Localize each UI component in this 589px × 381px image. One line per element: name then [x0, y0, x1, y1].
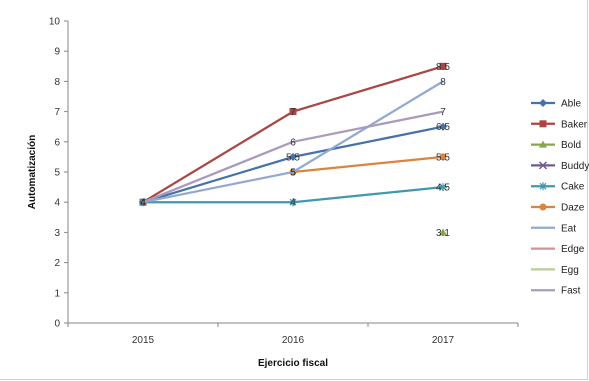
legend: Able Baker Bold Buddy Cake Daze Eat Edge Egg Fast — [531, 99, 589, 297]
x-axis-title: Ejercicio fiscal — [258, 358, 328, 369]
data-label-fast: 7 — [440, 107, 446, 118]
legend-label-egg: Egg — [561, 265, 579, 276]
data-label-daze: 5.5 — [436, 152, 450, 163]
x-tick-label: 2015 — [132, 335, 155, 346]
y-tick-label: 3 — [54, 228, 60, 239]
x-tick-label: 2017 — [432, 335, 455, 346]
data-point-baker — [439, 62, 447, 70]
y-tick-label: 4 — [54, 198, 60, 209]
legend-label-cake: Cake — [561, 182, 585, 193]
data-label-able: 5.5 — [286, 152, 300, 163]
legend-marker-cake — [539, 182, 547, 191]
data-point-cake — [439, 183, 447, 192]
y-tick-label: 0 — [54, 319, 60, 330]
y-axis-title: Automatización — [27, 135, 38, 209]
data-label-eat: 5 — [290, 168, 296, 179]
data-label-eat: 8 — [440, 77, 446, 88]
series-line-fast — [142, 110, 444, 204]
legend-label-fast: Fast — [561, 286, 581, 297]
series-line-eat — [142, 80, 444, 204]
data-label-baker: 4 — [140, 198, 146, 209]
legend-marker-able — [539, 99, 547, 107]
data-point-cake — [289, 198, 297, 207]
data-label-baker: 8.5 — [436, 62, 450, 73]
series-line-daze — [292, 155, 444, 174]
data-label-baker: 7 — [290, 107, 296, 118]
data-label-able: 4 — [140, 198, 146, 209]
data-label-fast: 4 — [140, 198, 146, 209]
series-lines — [139, 62, 447, 236]
y-tick-label: 9 — [54, 47, 60, 58]
legend-label-baker: Baker — [561, 119, 588, 130]
data-label-daze: 5 — [290, 168, 296, 179]
legend-marker-buddy — [538, 161, 548, 170]
legend-label-buddy: Buddy — [561, 161, 589, 172]
series-line-baker — [142, 65, 444, 204]
x-tick-label: 2016 — [282, 335, 305, 346]
y-tick-label: 7 — [54, 107, 60, 118]
legend-marker-baker — [539, 120, 547, 128]
y-tick-label: 10 — [49, 17, 61, 28]
data-label-fast: 6 — [290, 137, 296, 148]
y-tick-label: 2 — [54, 258, 60, 269]
legend-marker-bold — [539, 140, 547, 148]
y-tick-label: 8 — [54, 77, 60, 88]
legend-label-eat: Eat — [561, 223, 576, 234]
data-label-eat: 4 — [140, 198, 146, 209]
legend-label-bold: Bold — [561, 140, 581, 151]
y-tick-label: 5 — [54, 168, 60, 179]
legend-label-able: Able — [561, 99, 581, 110]
data-label-cake: 4.5 — [436, 183, 450, 194]
y-tick-label: 6 — [54, 137, 60, 148]
data-label-bold: 3.1 — [436, 228, 450, 239]
y-tick-label: 1 — [54, 288, 60, 299]
data-point-able — [439, 122, 447, 131]
data-point-able — [289, 152, 297, 161]
data-point-baker — [289, 108, 297, 116]
data-label-cake: 4 — [290, 198, 296, 209]
data-point-daze — [439, 153, 447, 161]
axes: 0 1 2 3 4 5 6 7 8 9 10 2015 2016 2017 — [49, 17, 519, 346]
legend-marker-daze — [539, 203, 547, 211]
legend-label-edge: Edge — [561, 244, 585, 255]
legend-label-daze: Daze — [561, 203, 585, 214]
data-label-able: 6.5 — [436, 122, 450, 133]
data-point-bold — [439, 228, 447, 236]
data-label-cake: 4 — [140, 198, 146, 209]
